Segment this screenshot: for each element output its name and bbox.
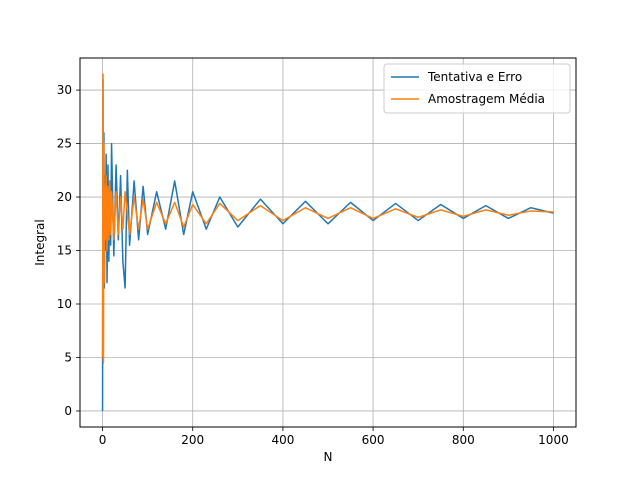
x-tick-label: 200 [181, 433, 204, 447]
legend: Tentativa e Erro Amostragem Média [383, 63, 571, 114]
y-tick-label: 20 [57, 190, 72, 204]
x-tick-label: 1000 [538, 433, 569, 447]
series-line-amostragem-media [101, 73, 554, 364]
x-tick-label: 600 [362, 433, 385, 447]
y-tick-label: 15 [57, 244, 72, 258]
x-tick-label: 0 [99, 433, 107, 447]
y-tick-label: 0 [64, 404, 72, 418]
y-tick-label: 10 [57, 297, 72, 311]
y-tick-label: 30 [57, 83, 72, 97]
x-tick-label: 400 [271, 433, 294, 447]
x-tick-label: 800 [452, 433, 475, 447]
x-axis-label: N [324, 450, 333, 464]
series-line-tentativa-e-erro [101, 78, 554, 411]
legend-entry-tentativa-e-erro: Tentativa e Erro [427, 70, 522, 84]
legend-entry-amostragem-media: Amostragem Média [428, 92, 545, 106]
legend-box [383, 63, 571, 114]
y-axis-ticks: 0 5 10 15 20 25 30 [57, 83, 80, 418]
y-tick-label: 5 [64, 350, 72, 364]
plot-lines [101, 73, 554, 411]
x-axis-ticks: 0 200 400 600 800 1000 [99, 427, 569, 447]
y-axis-label: Integral [33, 219, 47, 265]
y-tick-label: 25 [57, 137, 72, 151]
axes-frame [79, 57, 577, 428]
